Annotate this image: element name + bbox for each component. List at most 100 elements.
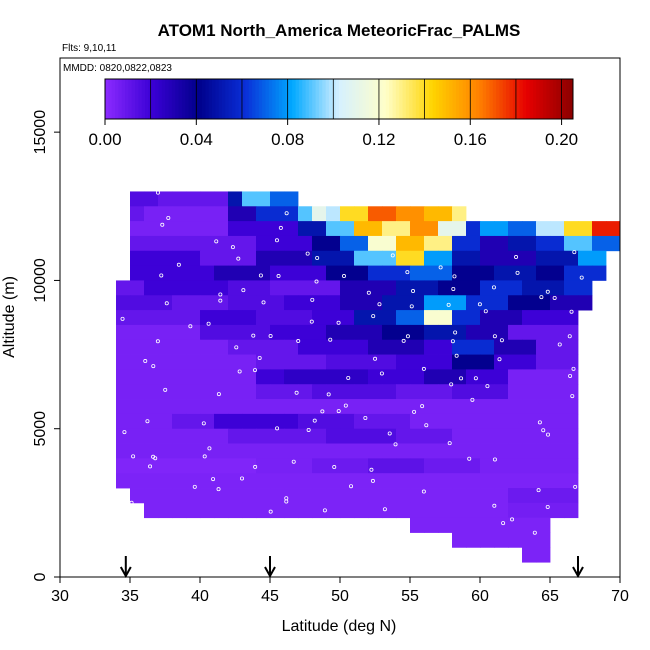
heatmap-cell: [312, 235, 327, 252]
heatmap-cell: [186, 399, 201, 415]
heatmap-cell: [186, 250, 201, 266]
heatmap-cell: [494, 473, 509, 489]
heatmap-cell: [564, 488, 579, 504]
heatmap-cell: [116, 428, 131, 444]
heatmap-cell: [508, 221, 523, 237]
sample-marker: [568, 373, 573, 378]
heatmap-cell: [284, 295, 299, 311]
sample-marker: [501, 521, 506, 526]
heatmap-cell: [424, 221, 439, 237]
sample-marker: [377, 302, 382, 307]
heatmap-cell: [242, 191, 257, 207]
colorbar-segment: [552, 79, 557, 119]
heatmap-cell: [158, 488, 173, 504]
heatmap-cell: [284, 354, 299, 370]
heatmap-cell: [228, 191, 243, 207]
sample-marker: [216, 392, 221, 397]
heatmap-cell: [186, 473, 201, 489]
heatmap-cell: [466, 384, 481, 400]
heatmap-cell: [200, 310, 215, 326]
heatmap-cell: [228, 384, 243, 400]
heatmap-cell: [172, 399, 187, 415]
heatmap-cell: [270, 354, 285, 370]
sample-marker: [343, 403, 348, 408]
heatmap-cell: [144, 265, 159, 281]
heatmap-cell: [466, 250, 481, 266]
heatmap-cell: [452, 324, 467, 341]
sample-marker: [257, 355, 262, 360]
heatmap-cell: [424, 339, 439, 355]
heatmap-cell: [242, 502, 257, 519]
heatmap-cell: [494, 250, 509, 266]
heatmap-cell: [396, 443, 411, 459]
heatmap-cell: [214, 265, 229, 281]
heatmap-cell: [354, 221, 369, 237]
heatmap-cell: [228, 280, 243, 296]
heatmap-cell: [340, 428, 355, 444]
heatmap-cell: [522, 517, 537, 533]
heatmap-cell: [158, 399, 173, 415]
heatmap-cell: [382, 265, 397, 281]
x-tick-label: 30: [51, 588, 69, 605]
heatmap-cell: [466, 324, 481, 341]
colorbar-segment: [522, 79, 527, 119]
sample-marker: [405, 270, 410, 275]
heatmap-cell: [256, 324, 271, 341]
heatmap-cell: [564, 473, 579, 489]
heatmap-cell: [536, 354, 551, 370]
heatmap-cell: [550, 280, 565, 296]
heatmap-cell: [270, 384, 285, 400]
heatmap-cell: [326, 339, 341, 355]
heatmap-cell: [186, 443, 201, 459]
heatmap-cell: [298, 458, 313, 474]
heatmap-cell: [354, 354, 369, 370]
heatmap-cell: [438, 369, 453, 385]
colorbar-segment: [292, 79, 297, 119]
heatmap-cell: [480, 488, 495, 504]
heatmap-cell: [340, 250, 355, 266]
colorbar-segment: [161, 79, 166, 119]
heatmap-cell: [312, 206, 327, 222]
sample-marker: [536, 488, 541, 493]
heatmap-cell: [368, 295, 383, 311]
heatmap-cell: [396, 354, 411, 370]
sample-marker: [188, 324, 193, 329]
heatmap-cell: [228, 443, 243, 459]
sample-marker: [514, 255, 519, 260]
heatmap-cell: [494, 280, 509, 296]
heatmap-cell: [508, 413, 523, 430]
colorbar-segment: [298, 79, 303, 119]
heatmap-cell: [214, 488, 229, 504]
heatmap-cell: [158, 369, 173, 385]
heatmap-cell: [410, 502, 425, 519]
sample-marker: [131, 454, 136, 459]
heatmap-cell: [354, 250, 369, 266]
colorbar-segment: [211, 79, 216, 119]
heatmap-cell: [522, 235, 537, 252]
heatmap-cell: [354, 488, 369, 504]
x-tick-label: 70: [611, 588, 629, 605]
colorbar-segment: [369, 79, 373, 119]
colorbar-segment: [245, 79, 250, 119]
heatmap-cell: [242, 235, 257, 252]
heatmap-cell: [298, 221, 313, 237]
colorbar-segment: [532, 79, 537, 119]
sample-marker: [420, 404, 425, 409]
heatmap-cell: [116, 369, 131, 385]
heatmap-cell: [480, 310, 495, 326]
heatmap-cell: [130, 280, 145, 296]
heatmap-cell: [424, 384, 439, 400]
heatmap-cell: [172, 206, 187, 222]
heatmap-cell: [536, 532, 551, 548]
heatmap-cell: [494, 324, 509, 341]
sample-marker: [411, 289, 416, 294]
sample-marker: [296, 339, 301, 344]
heatmap-cell: [522, 473, 537, 489]
heatmap-cell: [340, 384, 355, 400]
heatmap-cell: [158, 413, 173, 430]
heatmap-cell: [424, 517, 439, 533]
sample-marker: [328, 337, 333, 342]
sample-marker: [314, 279, 319, 284]
heatmap-cell: [242, 399, 257, 415]
heatmap-cell: [354, 443, 369, 459]
